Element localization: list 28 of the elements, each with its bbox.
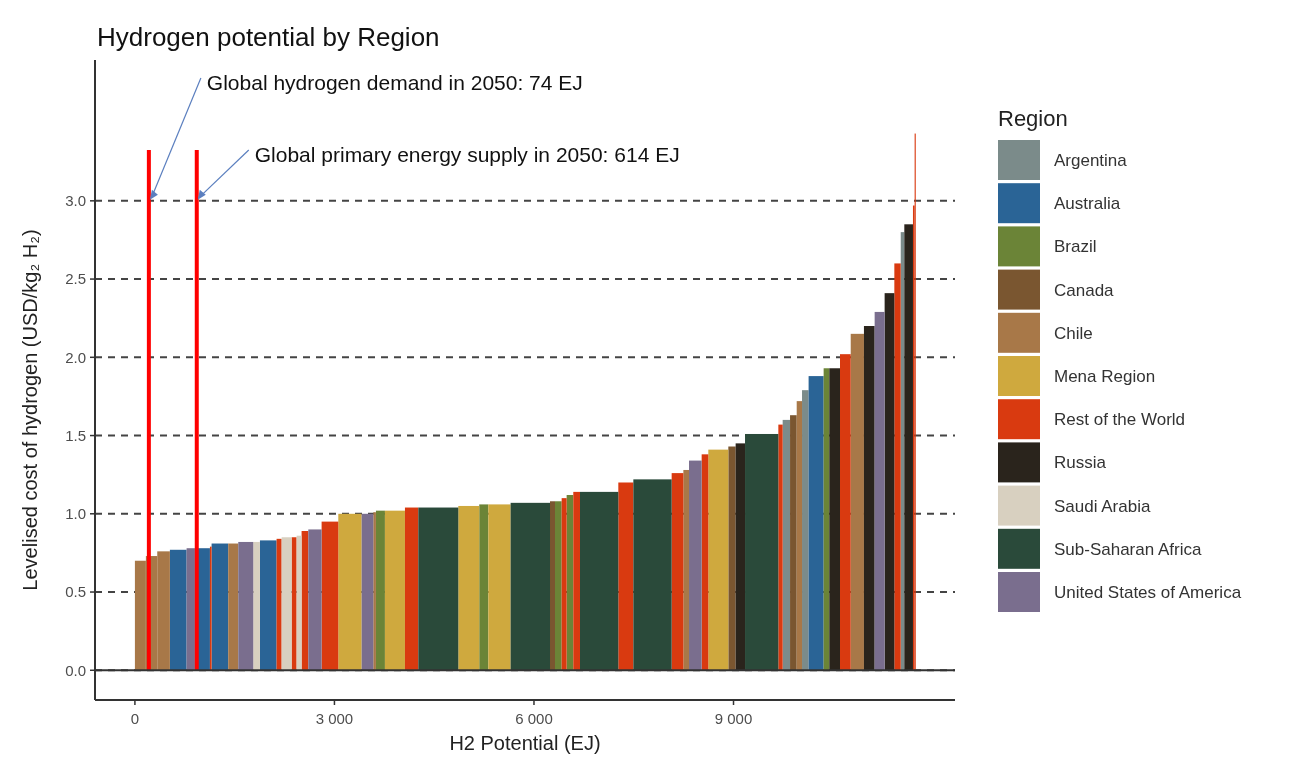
annotation: Global primary energy supply in 2050: 614 EJ: [254, 143, 680, 166]
x-tick-label: 9 000: [714, 710, 753, 727]
legend-label: Saudi Arabia: [1054, 496, 1151, 516]
y-axis-title: Levelised cost of hydrogen (USD/kg₂ H₂): [19, 229, 41, 591]
legend-label: Mena Region: [1054, 366, 1156, 386]
y-tick-label: 2.0: [65, 348, 86, 366]
y-tick-label: 0.0: [65, 661, 86, 679]
legend-label: Russia: [1054, 453, 1107, 473]
x-tick-label: 0: [130, 710, 140, 727]
legend-label: Rest of the World: [1054, 410, 1186, 430]
legend-label: Australia: [1054, 194, 1121, 214]
legend-label: United States of America: [1054, 582, 1242, 602]
legend-label: Argentina: [1054, 150, 1128, 170]
legend-label: Canada: [1054, 280, 1115, 300]
x-tick-label: 3 000: [315, 710, 354, 727]
y-tick-label: 3.0: [65, 192, 86, 210]
y-tick-label: 2.5: [65, 270, 86, 288]
legend-label: Sub-Saharan Africa: [1054, 539, 1202, 559]
chart-title: Hydrogen potential by Region: [97, 22, 440, 52]
x-axis-title: H2 Potential (EJ): [449, 732, 601, 754]
y-tick-label: 0.5: [65, 583, 86, 601]
annotation: Global hydrogen demand in 2050: 74 EJ: [206, 71, 583, 94]
legend-title: Region: [998, 106, 1068, 131]
x-tick-label: 6 000: [515, 710, 553, 727]
y-tick-label: 1.0: [65, 505, 86, 523]
y-tick-label: 1.5: [65, 426, 86, 444]
legend-label: Brazil: [1054, 237, 1097, 257]
legend-label: Chile: [1054, 323, 1093, 343]
